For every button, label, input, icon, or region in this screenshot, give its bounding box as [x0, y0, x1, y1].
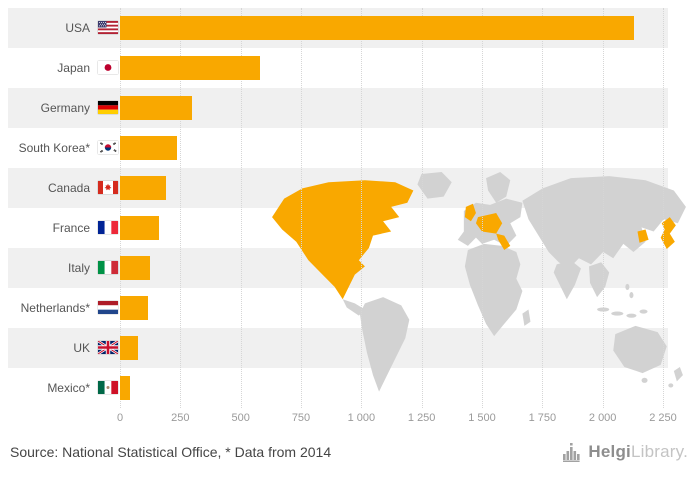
map-south-korea — [637, 229, 649, 243]
map-africa — [464, 243, 523, 337]
chart-row: Canada — [8, 168, 668, 208]
gridline — [240, 8, 242, 408]
map-land-group — [342, 172, 686, 392]
category-label: UK — [73, 341, 90, 355]
x-tick-label: 2 000 — [588, 412, 617, 424]
map-philippines — [629, 292, 634, 299]
brand-name-bold: Helgi — [588, 442, 631, 461]
map-madagascar — [522, 309, 531, 326]
footer: Source: National Statistical Office, * D… — [0, 442, 700, 462]
category-label: Canada — [47, 181, 90, 195]
rows-layer: USA Japan Germany South Korea* Canada France I… — [8, 8, 668, 408]
chart-row: Netherlands* — [8, 288, 668, 328]
x-axis: 0 250 500 750 1 000 1 250 1 500 1 750 2 000 2 250 — [8, 412, 677, 428]
chart-row: France — [8, 208, 668, 248]
map-greenland — [417, 172, 452, 199]
flag-it-icon — [98, 261, 118, 274]
x-tick-label: 250 — [171, 412, 190, 424]
chart-row: Italy — [8, 248, 668, 288]
chart-row: South Korea* — [8, 128, 668, 168]
bar-gb — [120, 336, 139, 360]
flag-kr-icon — [98, 141, 118, 154]
flag-mx-icon — [98, 381, 118, 394]
chart-row: Japan — [8, 48, 668, 88]
category-label: Italy — [67, 261, 90, 275]
grid-layer — [8, 8, 668, 408]
x-tick-label: 1 500 — [468, 412, 496, 424]
map-australia — [613, 325, 667, 374]
chart-row: USA — [8, 8, 668, 48]
map-new-zealand — [673, 366, 683, 382]
brand-logo[interactable]: HelgiLibrary. — [563, 442, 688, 462]
brand-name-light: Library. — [630, 442, 688, 461]
flag-nl-icon — [98, 301, 118, 314]
bar-it — [120, 256, 151, 280]
bar-mx — [120, 376, 130, 400]
world-map — [272, 172, 686, 392]
gridline — [482, 8, 483, 408]
category-label: Netherlands* — [20, 301, 90, 315]
bar-ca — [120, 176, 166, 200]
gridline — [602, 8, 604, 408]
x-tick-label: 0 — [116, 412, 124, 424]
map-japan — [660, 217, 676, 249]
flag-de-icon — [98, 101, 118, 114]
gridline — [301, 8, 302, 408]
category-label: Mexico* — [47, 381, 90, 395]
source-note: Source: National Statistical Office, * D… — [10, 444, 332, 460]
map-uk — [464, 203, 476, 222]
flag-ca-icon — [98, 181, 118, 194]
bar-us — [120, 16, 634, 40]
flag-fr-icon — [98, 221, 118, 234]
x-tick-label: 1 750 — [528, 412, 557, 424]
row-stripe — [8, 88, 668, 128]
row-stripe — [8, 328, 668, 368]
category-label: France — [52, 221, 90, 235]
x-tick-label: 500 — [231, 412, 250, 424]
x-tick-label: 750 — [291, 412, 311, 424]
chart-row: Mexico* — [8, 368, 668, 408]
gridline — [421, 8, 423, 408]
bar-nl — [120, 296, 148, 320]
map-india — [553, 260, 581, 300]
flag-us-icon — [98, 21, 118, 34]
gridline — [120, 8, 121, 408]
category-label: Japan — [57, 61, 90, 75]
x-tick-label: 2 250 — [649, 412, 677, 424]
map-indonesia — [639, 309, 648, 314]
map-tasmania — [641, 377, 648, 383]
chart-row: Germany — [8, 88, 668, 128]
chart-row: UK — [8, 328, 668, 368]
category-label: Germany — [40, 101, 90, 115]
map-indonesia — [626, 313, 637, 318]
flag-jp-icon — [98, 61, 118, 74]
bar-de — [120, 96, 193, 120]
bar-jp — [120, 56, 260, 80]
map-indonesia — [611, 311, 624, 316]
flag-gb-icon — [97, 339, 119, 356]
gridline — [180, 8, 182, 408]
gridline — [361, 8, 363, 408]
x-tick-label: 1 250 — [407, 412, 436, 424]
map-scandinavia — [486, 172, 511, 203]
map-south-america — [359, 297, 410, 392]
x-tick-label: 1 000 — [347, 412, 376, 424]
category-label: South Korea* — [18, 141, 90, 155]
bar-fr — [120, 216, 159, 240]
helgi-library-icon — [563, 442, 581, 462]
map-se-asia — [589, 262, 610, 298]
gridline — [663, 8, 664, 408]
map-philippines — [625, 283, 630, 290]
map-asia — [522, 176, 686, 269]
bar-kr — [120, 136, 177, 160]
map-north-america — [272, 180, 414, 300]
map-central-america — [342, 299, 365, 316]
category-label: USA — [65, 21, 90, 35]
gridline — [542, 8, 544, 408]
map-new-zealand — [668, 383, 674, 388]
map-italy — [496, 233, 511, 250]
